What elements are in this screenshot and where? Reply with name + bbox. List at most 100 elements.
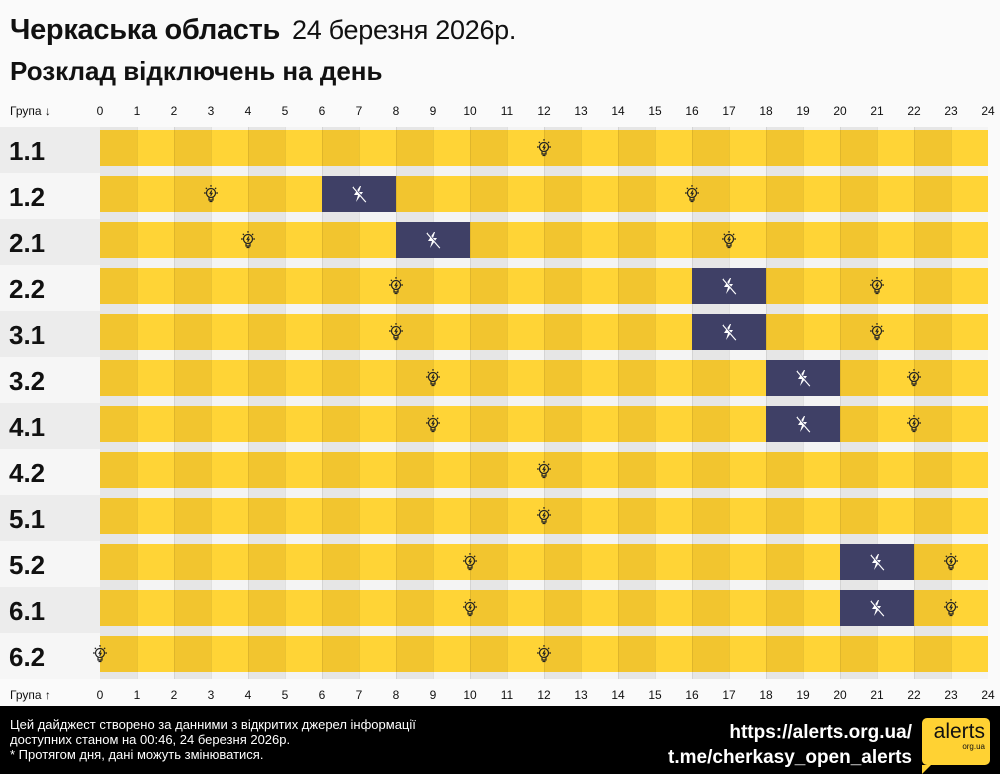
power-on-cell xyxy=(100,544,137,580)
hour-tick: 22 xyxy=(907,104,921,118)
grid-line xyxy=(618,633,619,679)
grid-line xyxy=(729,403,730,449)
power-on-cell xyxy=(285,590,322,626)
hour-tick: 2 xyxy=(170,688,178,702)
grid-line xyxy=(655,541,656,587)
grid-line xyxy=(766,127,767,173)
grid-line xyxy=(766,449,767,495)
grid-line xyxy=(766,219,767,265)
power-on-cell xyxy=(951,544,988,580)
grid-line xyxy=(507,357,508,403)
hour-tick: 20 xyxy=(833,104,847,118)
power-on-cell xyxy=(507,636,544,672)
power-on-cell xyxy=(877,314,914,350)
power-on-cell xyxy=(285,130,322,166)
group-row-3.2: 3.2 xyxy=(0,357,1000,403)
grid-line xyxy=(507,173,508,219)
power-off-icon xyxy=(793,368,813,388)
grid-line xyxy=(433,127,434,173)
grid-line xyxy=(655,633,656,679)
power-on-cell xyxy=(951,314,988,350)
power-on-cell xyxy=(729,360,766,396)
power-on-cell xyxy=(137,360,174,396)
group-row-4.1: 4.1 xyxy=(0,403,1000,449)
grid-line xyxy=(322,541,323,587)
grid-line xyxy=(285,449,286,495)
grid-line xyxy=(137,495,138,541)
grid-line xyxy=(470,633,471,679)
telegram-link[interactable]: t.me/cherkasy_open_alerts xyxy=(668,747,912,768)
power-on-cell xyxy=(359,406,396,442)
grid-line xyxy=(766,311,767,357)
grid-line xyxy=(137,587,138,633)
lightbulb-icon xyxy=(904,414,924,434)
power-on-cell xyxy=(877,636,914,672)
power-on-cell xyxy=(322,130,359,166)
grid-line xyxy=(211,265,212,311)
power-on-cell xyxy=(100,314,137,350)
power-on-cell xyxy=(877,222,914,258)
power-on-cell xyxy=(285,452,322,488)
power-on-cell xyxy=(248,498,285,534)
power-on-cell xyxy=(729,452,766,488)
grid-line xyxy=(507,219,508,265)
grid-line xyxy=(914,587,915,633)
power-on-cell xyxy=(914,222,951,258)
grid-line xyxy=(248,541,249,587)
power-on-cell xyxy=(877,452,914,488)
power-on-cell xyxy=(359,268,396,304)
grid-line xyxy=(729,541,730,587)
grid-line xyxy=(914,495,915,541)
power-on-cell xyxy=(211,130,248,166)
grid-line xyxy=(285,173,286,219)
power-on-cell xyxy=(618,314,655,350)
power-on-cell xyxy=(544,268,581,304)
power-on-cell xyxy=(840,176,877,212)
site-link[interactable]: https://alerts.org.ua/ xyxy=(729,722,912,743)
grid-line xyxy=(248,495,249,541)
power-on-cell xyxy=(396,176,433,212)
grid-line xyxy=(692,357,693,403)
grid-line xyxy=(359,403,360,449)
power-on-cell xyxy=(211,360,248,396)
power-on-cell xyxy=(322,360,359,396)
grid-line xyxy=(692,173,693,219)
power-on-cell xyxy=(507,590,544,626)
power-on-cell xyxy=(544,130,581,166)
power-on-cell xyxy=(729,544,766,580)
power-on-cell xyxy=(396,130,433,166)
hour-tick: 17 xyxy=(722,688,736,702)
grid-line xyxy=(137,357,138,403)
power-on-cell xyxy=(359,130,396,166)
power-on-cell xyxy=(840,360,877,396)
grid-line xyxy=(729,587,730,633)
hour-tick: 10 xyxy=(463,688,477,702)
grid-line xyxy=(322,311,323,357)
power-on-cell xyxy=(618,176,655,212)
hour-tick: 15 xyxy=(648,104,662,118)
grid-line xyxy=(396,265,397,311)
grid-line xyxy=(248,449,249,495)
power-on-cell xyxy=(618,498,655,534)
grid-line xyxy=(766,541,767,587)
grid-line xyxy=(951,127,952,173)
grid-line xyxy=(285,219,286,265)
group-row-1.2: 1.2 xyxy=(0,173,1000,219)
grid-line xyxy=(137,311,138,357)
power-off-icon xyxy=(349,184,369,204)
grid-line xyxy=(877,495,878,541)
power-on-cell xyxy=(396,452,433,488)
hour-tick: 0 xyxy=(96,104,104,118)
power-on-cell xyxy=(581,130,618,166)
power-on-cell xyxy=(581,498,618,534)
note-line: Цей дайджест створено за данними з відкр… xyxy=(10,717,416,732)
grid-line xyxy=(914,219,915,265)
grid-line xyxy=(322,495,323,541)
power-on-cell xyxy=(433,268,470,304)
power-on-cell xyxy=(877,268,914,304)
grid-line xyxy=(877,265,878,311)
grid-line xyxy=(470,403,471,449)
grid-line xyxy=(137,127,138,173)
hour-tick: 18 xyxy=(759,104,773,118)
grid-line xyxy=(433,357,434,403)
